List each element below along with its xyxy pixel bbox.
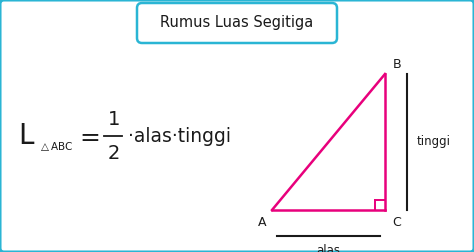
Text: alas: alas bbox=[317, 243, 340, 252]
Text: Rumus Luas Segitiga: Rumus Luas Segitiga bbox=[160, 16, 314, 30]
Text: tinggi: tinggi bbox=[417, 136, 451, 148]
Text: ·alas·tinggi: ·alas·tinggi bbox=[128, 127, 231, 146]
FancyBboxPatch shape bbox=[137, 3, 337, 43]
Text: $\mathregular{L}$: $\mathregular{L}$ bbox=[18, 122, 35, 150]
Text: $=$: $=$ bbox=[75, 124, 100, 148]
Text: $\mathregular{2}$: $\mathregular{2}$ bbox=[107, 144, 119, 163]
Text: B: B bbox=[392, 57, 401, 71]
Text: $\mathregular{1}$: $\mathregular{1}$ bbox=[107, 110, 119, 129]
Text: $\mathregular{\triangle ABC}$: $\mathregular{\triangle ABC}$ bbox=[38, 140, 73, 152]
Text: C: C bbox=[392, 215, 401, 229]
Text: A: A bbox=[258, 215, 266, 229]
